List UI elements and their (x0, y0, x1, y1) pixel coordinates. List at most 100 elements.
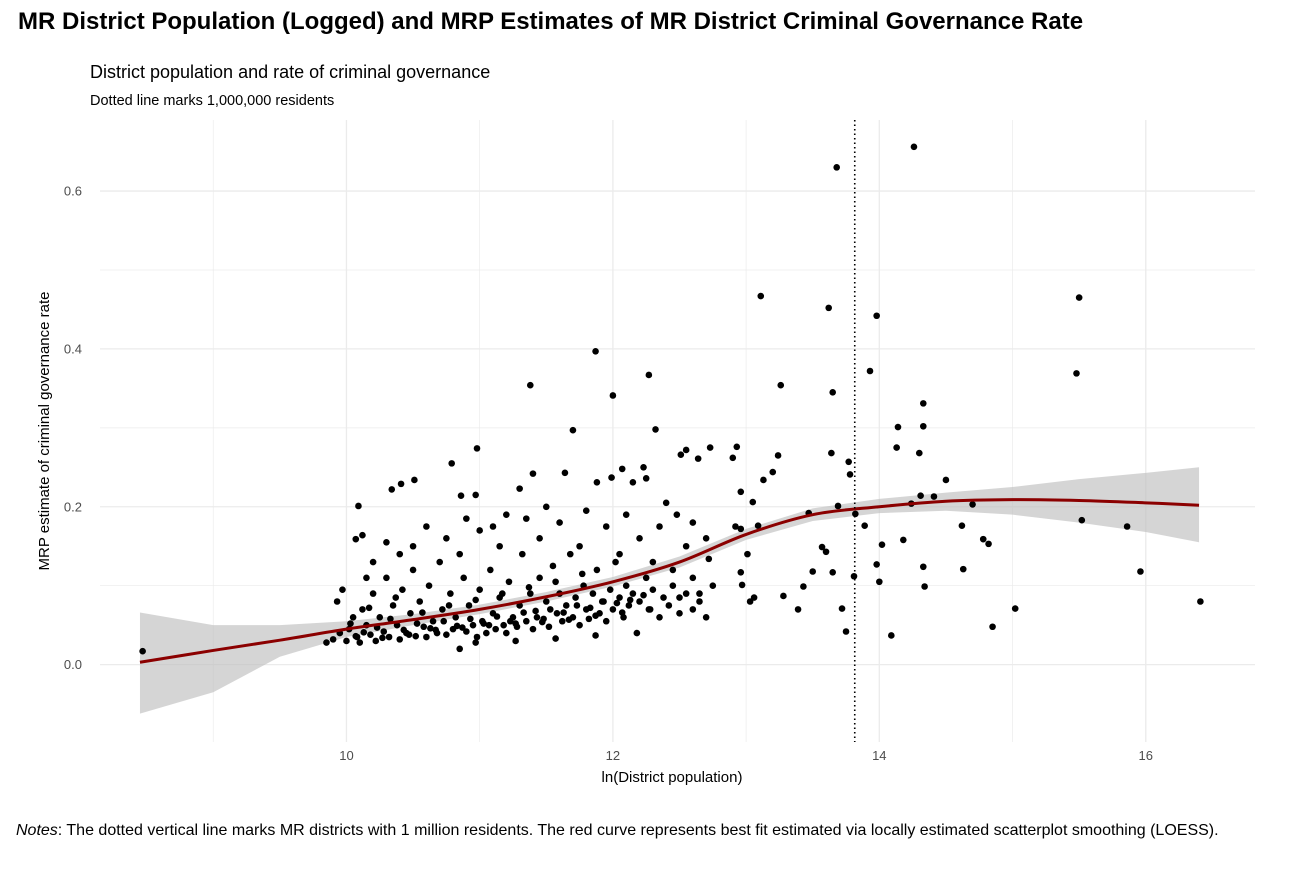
data-point (612, 558, 619, 566)
data-point (522, 617, 530, 625)
data-point (549, 562, 557, 570)
data-point (512, 620, 519, 627)
gridlines (100, 120, 1255, 742)
data-point (562, 602, 570, 609)
data-point (359, 606, 366, 613)
data-point (729, 454, 737, 462)
data-point (769, 468, 777, 476)
data-point (873, 312, 880, 320)
data-point (500, 621, 507, 629)
data-point (409, 566, 417, 574)
data-point (642, 475, 650, 482)
data-point (592, 347, 599, 355)
data-point (649, 558, 657, 566)
data-point (593, 479, 601, 486)
data-point (467, 615, 474, 623)
data-point (363, 574, 370, 582)
data-point (921, 583, 928, 590)
data-point (532, 607, 539, 615)
data-point (842, 628, 850, 635)
data-point (696, 590, 703, 597)
data-point (919, 400, 927, 407)
data-point (472, 639, 479, 646)
data-point (737, 488, 745, 496)
data-point (525, 583, 533, 591)
data-point (669, 582, 677, 590)
data-point (385, 633, 393, 641)
data-point (492, 625, 499, 633)
data-point (613, 599, 621, 607)
data-point (503, 511, 510, 518)
data-point (649, 586, 657, 593)
data-point (507, 617, 514, 625)
data-point (566, 550, 574, 558)
data-point (828, 449, 835, 457)
data-point (626, 596, 634, 604)
data-point (616, 594, 623, 601)
data-point (423, 523, 430, 530)
chart-subtitle: District population and rate of criminal… (90, 62, 491, 82)
y-tick-label: 0.2 (64, 499, 82, 514)
data-point (349, 613, 357, 621)
data-point (593, 566, 601, 574)
data-point (969, 501, 976, 508)
data-point (420, 623, 428, 631)
data-point (369, 590, 377, 597)
data-point (396, 636, 404, 643)
data-point (392, 594, 400, 601)
data-point (979, 535, 987, 543)
data-point (1078, 516, 1086, 524)
data-point (702, 535, 710, 542)
data-point (873, 561, 880, 568)
data-point (473, 445, 481, 452)
x-axis-label: ln(District population) (602, 769, 743, 786)
x-tick-label: 16 (1139, 748, 1153, 763)
data-point (561, 469, 569, 477)
data-point (352, 632, 360, 640)
data-point (586, 604, 594, 612)
data-point (656, 523, 663, 530)
data-point (609, 392, 617, 399)
data-point (915, 449, 923, 457)
loess-curve (139, 498, 1200, 664)
data-point (733, 443, 741, 451)
data-point (399, 586, 406, 593)
data-point (608, 474, 615, 481)
data-point (343, 637, 350, 645)
data-point (329, 636, 337, 643)
data-point (452, 613, 459, 621)
data-point (139, 647, 146, 655)
data-point (419, 609, 426, 616)
data-point (423, 633, 430, 641)
data-point (1073, 370, 1080, 377)
data-point (453, 622, 461, 630)
confidence-band (139, 467, 1200, 714)
data-point (379, 634, 386, 642)
data-point (1123, 523, 1131, 530)
data-point (1075, 294, 1083, 301)
data-point (489, 523, 497, 530)
data-point (656, 613, 663, 621)
data-point (780, 592, 787, 600)
data-point (592, 632, 599, 639)
data-point (917, 492, 924, 500)
data-point (585, 615, 593, 623)
data-point (485, 621, 493, 629)
data-point (809, 568, 817, 575)
data-point (861, 522, 868, 530)
data-point (463, 515, 470, 522)
data-point (472, 596, 479, 604)
data-point (673, 511, 681, 518)
data-point (618, 465, 626, 473)
data-point (456, 550, 463, 558)
data-point (1137, 568, 1144, 575)
data-point (625, 602, 633, 609)
data-point (682, 590, 690, 597)
data-point (411, 476, 418, 484)
data-point (448, 460, 455, 467)
x-tick-label: 12 (606, 748, 620, 763)
data-point (436, 558, 444, 566)
data-point (633, 629, 641, 637)
data-point (576, 542, 583, 550)
data-point (777, 381, 785, 389)
